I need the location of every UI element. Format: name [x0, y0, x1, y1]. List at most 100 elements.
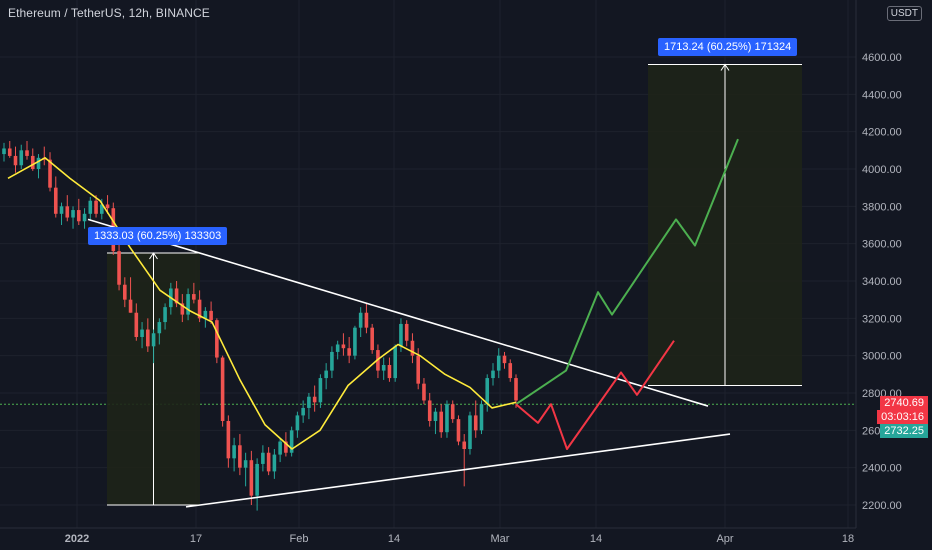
candle-body — [427, 400, 432, 421]
x-tick-label: 17 — [190, 533, 202, 545]
candle-body — [19, 150, 24, 166]
candle-body — [324, 370, 328, 379]
candle-body — [272, 454, 277, 472]
y-tick-label: 2200.00 — [862, 500, 902, 512]
candle-body — [456, 419, 461, 442]
candle-body — [468, 415, 472, 449]
candle-body — [450, 404, 455, 420]
candle-body — [284, 441, 288, 453]
candle-body — [238, 445, 242, 468]
measure-label-right: 1713.24 (60.25%) 171324 — [658, 38, 798, 56]
candle-body — [358, 312, 363, 328]
candle-body — [255, 463, 259, 496]
candle-body — [318, 378, 323, 403]
projection-down-path — [515, 340, 675, 450]
candle-body — [249, 460, 254, 496]
candle-body — [53, 187, 58, 214]
candle-body — [151, 333, 156, 347]
candle-body — [157, 322, 162, 334]
x-tick-label: 18 — [842, 533, 854, 545]
candle-body — [186, 294, 190, 315]
candle-body — [485, 378, 490, 405]
candle-body — [261, 452, 265, 464]
candle-body — [393, 346, 397, 379]
candle-body — [123, 284, 127, 300]
candle-body — [36, 157, 41, 169]
candle-body — [2, 148, 6, 155]
projection-up-path — [515, 138, 739, 406]
moving-average — [7, 157, 517, 450]
candle-body — [370, 327, 374, 351]
candle-body — [174, 288, 179, 304]
y-tick-label: 2400.00 — [862, 463, 902, 475]
trendline — [87, 218, 709, 407]
candle-body — [404, 323, 409, 341]
candle-body — [301, 407, 305, 416]
candle-body — [243, 460, 248, 468]
candle-body — [473, 415, 478, 431]
y-tick-label: 4000.00 — [862, 164, 902, 176]
candles — [2, 141, 518, 511]
candle-body — [514, 378, 518, 401]
currency-badge[interactable]: USDT — [886, 6, 922, 21]
candle-body — [381, 365, 386, 371]
candle-body — [105, 204, 110, 209]
candle-body — [364, 312, 369, 328]
candle-body — [399, 323, 403, 347]
x-tick-label: 14 — [590, 533, 602, 545]
candle-body — [439, 411, 444, 433]
y-tick-label: 3200.00 — [862, 313, 902, 325]
measure-arrow-head — [720, 63, 730, 71]
trendline — [185, 433, 731, 508]
candle-body — [220, 357, 225, 421]
x-tick-label: Mar — [491, 533, 510, 545]
candle-body — [99, 204, 104, 214]
x-tick-label: 14 — [388, 533, 400, 545]
x-tick-label: Apr — [716, 533, 733, 545]
candle-body — [88, 200, 93, 214]
y-tick-label: 3000.00 — [862, 351, 902, 363]
projections — [515, 138, 739, 450]
candle-body — [341, 344, 346, 349]
candle-body — [387, 365, 392, 379]
y-tick-label: 3600.00 — [862, 239, 902, 251]
candle-body — [278, 441, 282, 455]
candle-body — [215, 320, 219, 358]
candle-body — [82, 213, 87, 222]
candle-body — [462, 441, 467, 449]
candle-body — [289, 430, 294, 453]
y-tick-label: 3800.00 — [862, 201, 902, 213]
y-tick-label: 4400.00 — [862, 89, 902, 101]
candle-body — [433, 411, 438, 421]
candle-body — [330, 351, 334, 371]
candle-body — [295, 415, 300, 431]
last-price-tag: 2740.69 — [880, 396, 928, 410]
candle-body — [76, 210, 81, 222]
candle-body — [422, 383, 426, 401]
candle-body — [71, 210, 75, 218]
candle-body — [197, 299, 202, 319]
candle-body — [410, 340, 415, 356]
candle-body — [117, 251, 121, 285]
trendlines — [87, 218, 731, 508]
candle-body — [7, 148, 12, 156]
ma-line — [7, 157, 517, 450]
x-tick-label: Feb — [290, 533, 309, 545]
candle-body — [479, 404, 484, 431]
candle-body — [502, 355, 507, 364]
candle-body — [140, 329, 144, 337]
candle-body — [266, 452, 271, 472]
candle-body — [209, 310, 213, 321]
candle-body — [347, 348, 351, 356]
countdown-tag: 03:03:16 — [877, 410, 928, 424]
candle-body — [94, 200, 98, 214]
measure-boxes — [107, 63, 802, 506]
candle-body — [491, 370, 495, 379]
candle-body — [13, 155, 18, 166]
candle-body — [134, 312, 139, 337]
candle-body — [163, 307, 167, 323]
secondary-price-tag: 2732.25 — [880, 424, 928, 438]
candle-body — [416, 355, 421, 384]
